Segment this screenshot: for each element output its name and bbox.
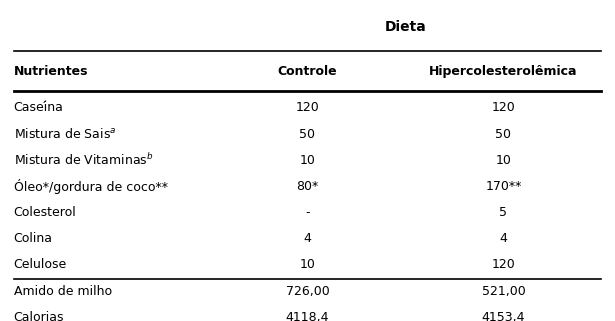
Text: Caseína: Caseína xyxy=(14,101,63,115)
Text: Controle: Controle xyxy=(278,65,337,78)
Text: 4: 4 xyxy=(304,232,311,245)
Text: Hipercolesterolêmica: Hipercolesterolêmica xyxy=(429,65,577,78)
Text: 521,00: 521,00 xyxy=(482,285,525,298)
Text: 120: 120 xyxy=(296,101,319,115)
Text: 120: 120 xyxy=(491,258,515,272)
Text: 4: 4 xyxy=(499,232,507,245)
Text: -: - xyxy=(305,206,310,219)
Text: Óleo*/gordura de coco**: Óleo*/gordura de coco** xyxy=(14,179,168,194)
Text: 10: 10 xyxy=(300,154,315,167)
Text: Celulose: Celulose xyxy=(14,258,67,272)
Text: Dieta: Dieta xyxy=(384,20,426,34)
Text: 4153,4: 4153,4 xyxy=(482,311,525,321)
Text: 50: 50 xyxy=(496,128,512,141)
Text: Mistura de Sais$^a$: Mistura de Sais$^a$ xyxy=(14,127,116,141)
Text: Mistura de Vitaminas$^b$: Mistura de Vitaminas$^b$ xyxy=(14,152,153,168)
Text: Colesterol: Colesterol xyxy=(14,206,76,219)
Text: 4118,4: 4118,4 xyxy=(286,311,329,321)
Text: Amido de milho: Amido de milho xyxy=(14,285,112,298)
Text: Calorias: Calorias xyxy=(14,311,64,321)
Text: 50: 50 xyxy=(300,128,315,141)
Text: 120: 120 xyxy=(491,101,515,115)
Text: Colina: Colina xyxy=(14,232,53,245)
Text: 10: 10 xyxy=(300,258,315,272)
Text: 5: 5 xyxy=(499,206,507,219)
Text: 170**: 170** xyxy=(485,180,522,193)
Text: 726,00: 726,00 xyxy=(285,285,330,298)
Text: Nutrientes: Nutrientes xyxy=(14,65,88,78)
Text: 80*: 80* xyxy=(296,180,319,193)
Text: 10: 10 xyxy=(496,154,511,167)
